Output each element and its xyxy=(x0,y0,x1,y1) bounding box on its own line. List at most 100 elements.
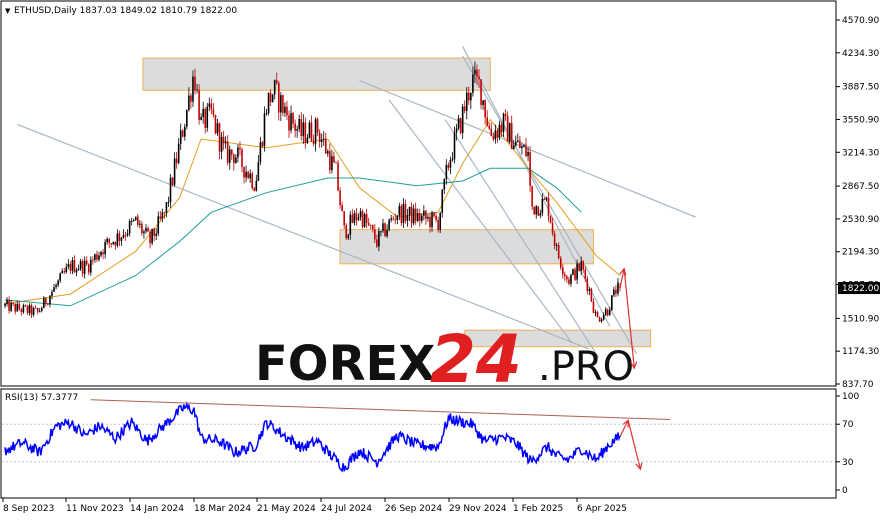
candle-body xyxy=(611,295,613,311)
candle-body xyxy=(53,287,55,292)
candle-body xyxy=(153,228,155,236)
candle-body xyxy=(443,179,446,190)
candle-body xyxy=(314,119,317,144)
candle-body xyxy=(521,146,523,149)
candle-body xyxy=(527,151,529,156)
candle-body xyxy=(604,309,607,316)
symbol-triangle-icon[interactable]: ▼ xyxy=(5,7,11,15)
price-forecast-arrow xyxy=(623,268,635,369)
candle-body xyxy=(429,216,431,228)
candle-body xyxy=(545,197,548,200)
ma-slow-line xyxy=(4,167,582,307)
candle-body xyxy=(359,211,362,218)
time-tick-label: 8 Sep 2023 xyxy=(3,504,54,514)
candle-body xyxy=(568,279,570,284)
candle-body xyxy=(574,269,576,280)
candle-body xyxy=(24,305,27,307)
candle-body xyxy=(480,79,482,105)
candle-body xyxy=(600,319,603,322)
symbol-header: ETHUSD,Daily 1837.03 1849.02 1810.79 182… xyxy=(14,6,237,16)
candle-body xyxy=(139,223,141,225)
candle-body xyxy=(451,159,454,161)
candle-body xyxy=(280,95,282,113)
candle-body xyxy=(410,206,413,224)
candle-body xyxy=(496,130,499,138)
candle-body xyxy=(433,212,435,217)
candle-body xyxy=(582,261,585,270)
candle-body xyxy=(196,89,198,91)
candle-body xyxy=(329,151,331,171)
candle-body xyxy=(502,113,505,133)
candle-body xyxy=(547,197,550,216)
candle-body xyxy=(402,203,405,224)
candle-body xyxy=(561,267,564,275)
candle-body xyxy=(408,206,411,216)
candle-body xyxy=(186,109,188,127)
watermark-brand: FOREX xyxy=(255,336,435,392)
candle-body xyxy=(457,118,460,129)
candle-body xyxy=(102,252,104,255)
candle-body xyxy=(498,124,501,138)
candle-body xyxy=(570,274,572,284)
candle-body xyxy=(445,164,448,180)
price-tick-label: 2867.50 xyxy=(842,182,879,192)
candle-body xyxy=(173,158,176,185)
candle-body xyxy=(20,309,23,313)
forecast-arrows-layer xyxy=(619,267,643,471)
candle-body xyxy=(543,198,546,200)
candle-body xyxy=(8,299,10,311)
price-tick-label: 1510.90 xyxy=(842,314,879,324)
candle-body xyxy=(380,231,382,232)
candle-body xyxy=(400,206,403,224)
candle-body xyxy=(506,115,509,142)
candle-body xyxy=(382,223,384,232)
candle-body xyxy=(249,173,251,179)
candle-body xyxy=(333,156,335,163)
candle-body xyxy=(175,158,178,163)
candle-body xyxy=(374,229,376,240)
candle-body xyxy=(143,231,145,234)
candle-body xyxy=(596,312,599,318)
candle-body xyxy=(104,242,106,255)
price-tag-box xyxy=(838,282,880,295)
candle-body xyxy=(490,128,493,137)
candle-body xyxy=(16,303,19,312)
candle-body xyxy=(345,225,348,239)
time-tick-label: 29 Nov 2024 xyxy=(449,504,507,514)
candles-layer xyxy=(4,61,621,323)
rsi-trendline xyxy=(90,399,671,420)
candle-body xyxy=(116,233,119,246)
candle-body xyxy=(390,218,392,220)
candle-body xyxy=(112,242,115,245)
price-axis: 4570.90 4234.30 3887.50 3550.90 3214.30 2867.… xyxy=(836,16,879,390)
candle-body xyxy=(216,123,219,134)
candle-body xyxy=(155,233,157,236)
candle-body xyxy=(559,258,562,268)
candle-body xyxy=(453,132,456,160)
candle-body xyxy=(169,177,172,203)
price-tick-label: 4234.30 xyxy=(842,49,879,59)
candle-body xyxy=(504,113,507,116)
candle-body xyxy=(363,213,366,227)
candle-body xyxy=(576,263,578,280)
candle-body xyxy=(439,212,441,230)
candle-body xyxy=(83,260,86,274)
candle-body xyxy=(198,89,200,121)
candle-body xyxy=(96,254,98,260)
candle-body xyxy=(38,310,41,312)
candle-body xyxy=(398,206,401,216)
candle-body xyxy=(431,212,433,228)
candle-body xyxy=(341,205,343,212)
candle-body xyxy=(484,100,486,118)
candle-body xyxy=(265,113,268,114)
candle-body xyxy=(67,264,70,267)
candle-body xyxy=(94,254,96,260)
time-tick-label: 24 Jul 2024 xyxy=(321,504,372,514)
candle-body xyxy=(61,271,64,274)
candle-body xyxy=(14,303,17,312)
candle-body xyxy=(322,138,325,140)
candle-body xyxy=(306,137,309,143)
candle-body xyxy=(247,171,249,179)
candle-body xyxy=(6,299,8,304)
